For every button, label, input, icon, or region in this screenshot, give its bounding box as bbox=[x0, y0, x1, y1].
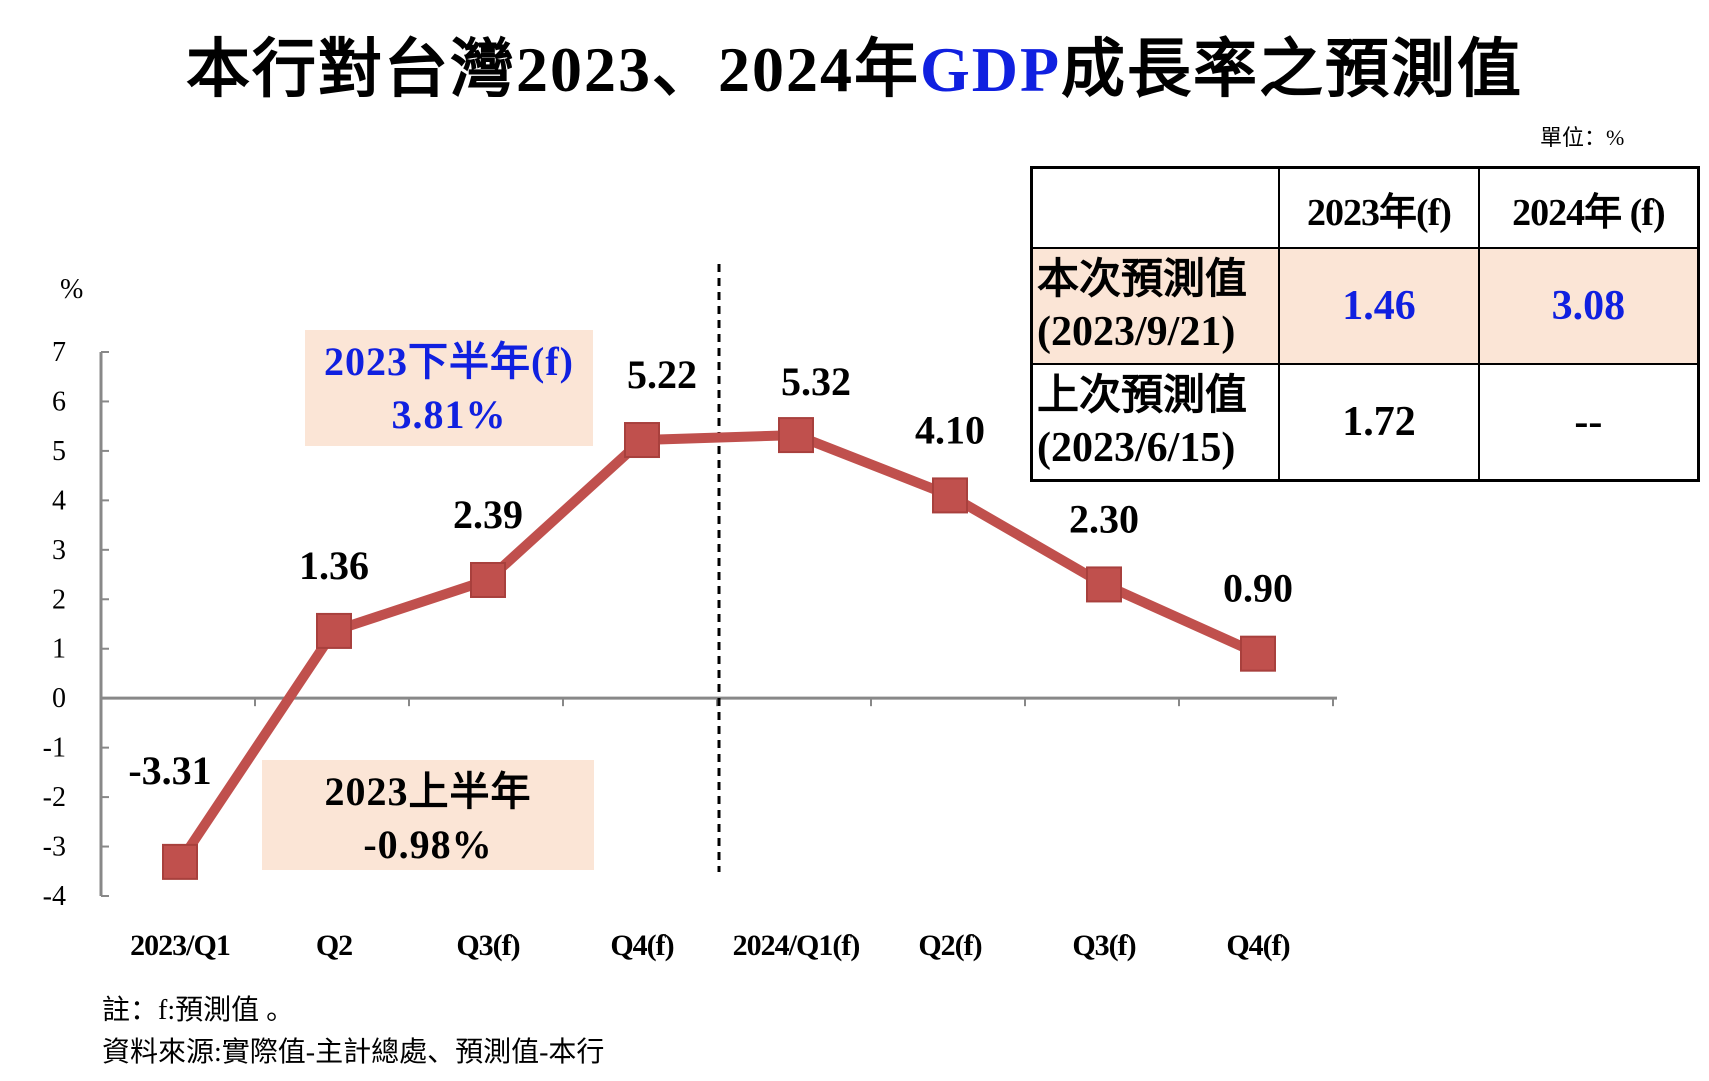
cell-current-2023: 1.46 bbox=[1278, 247, 1480, 365]
data-point bbox=[932, 477, 968, 514]
table-header-2024: 2024年 (f) bbox=[1477, 166, 1700, 249]
y-tick-label: 6 bbox=[52, 386, 66, 417]
unit-label: 單位：% bbox=[1540, 125, 1625, 150]
data-point bbox=[1086, 566, 1122, 603]
data-label: 1.36 bbox=[299, 543, 369, 588]
title-highlight: GDP bbox=[919, 34, 1062, 105]
y-tick-label: 0 bbox=[52, 683, 66, 714]
data-label: 0.90 bbox=[1223, 566, 1293, 611]
y-tick-label: -4 bbox=[43, 881, 66, 912]
data-label: 5.22 bbox=[627, 352, 697, 397]
x-tick-label: 2023/Q1 bbox=[130, 929, 230, 962]
data-point bbox=[778, 417, 814, 454]
y-tick-label: 5 bbox=[52, 436, 66, 467]
row-label-previous-title: 上次預測值 bbox=[1037, 373, 1248, 419]
annotation-box bbox=[305, 330, 593, 446]
series-line bbox=[175, 430, 1261, 865]
y-tick-label: 4 bbox=[52, 485, 66, 516]
annotation-value: 3.81% bbox=[392, 392, 507, 437]
table-header-corner bbox=[1030, 166, 1281, 249]
data-point bbox=[470, 561, 506, 598]
note-source: 資料來源:實際值-主計總處、預測值-本行 bbox=[102, 1037, 605, 1068]
data-label: 2.39 bbox=[453, 492, 523, 537]
data-point bbox=[162, 843, 198, 880]
data-label: 2.30 bbox=[1069, 496, 1139, 541]
x-tick-label: Q2 bbox=[316, 929, 352, 962]
y-tick-label: 1 bbox=[52, 634, 66, 665]
data-point bbox=[624, 422, 660, 459]
cell-current-2024: 3.08 bbox=[1477, 247, 1700, 365]
cell-previous-2023: 1.72 bbox=[1278, 363, 1480, 482]
row-label-current-date: (2023/9/21) bbox=[1037, 309, 1236, 355]
table-row-current: 本次預測值 (2023/9/21) 1.46 3.08 bbox=[1030, 247, 1700, 365]
data-point bbox=[316, 612, 352, 649]
note-forecast: 註：f:預測值 。 bbox=[102, 995, 295, 1026]
y-tick-label: -3 bbox=[43, 832, 66, 863]
row-label-previous: 上次預測值 (2023/6/15) bbox=[1030, 363, 1281, 482]
x-tick-label: Q3(f) bbox=[1072, 929, 1135, 962]
data-label: -3.31 bbox=[128, 748, 211, 793]
chart-title: 本行對台灣2023、2024年GDP成長率之預測值 bbox=[0, 18, 1709, 110]
annotation-box bbox=[262, 760, 594, 870]
x-tick-label: Q3(f) bbox=[456, 929, 519, 962]
annotation-title: 2023下半年(f) bbox=[324, 339, 574, 384]
row-label-previous-date: (2023/6/15) bbox=[1037, 425, 1236, 471]
x-tick-label: 2024/Q1(f) bbox=[733, 929, 860, 962]
y-tick-label: -2 bbox=[43, 782, 66, 813]
table-row-previous: 上次預測值 (2023/6/15) 1.72 -- bbox=[1030, 363, 1700, 482]
title-suffix: 成長率之預測值 bbox=[1061, 34, 1524, 105]
y-axis-label: % bbox=[60, 274, 83, 305]
cell-previous-2024: -- bbox=[1477, 363, 1700, 482]
annotation-title: 2023上半年 bbox=[325, 769, 532, 814]
y-tick-label: 3 bbox=[52, 535, 66, 566]
y-tick-label: -1 bbox=[43, 733, 66, 764]
y-tick-label: 2 bbox=[52, 584, 66, 615]
row-label-current: 本次預測值 (2023/9/21) bbox=[1030, 247, 1281, 365]
table-header-row: 2023年(f) 2024年 (f) bbox=[1030, 166, 1700, 249]
x-tick-label: Q4(f) bbox=[1226, 929, 1289, 962]
title-prefix: 本行對台灣2023、2024年 bbox=[185, 34, 920, 105]
x-tick-label: Q4(f) bbox=[610, 929, 673, 962]
y-tick-label: 7 bbox=[52, 337, 66, 368]
forecast-table: 2023年(f) 2024年 (f) 本次預測值 (2023/9/21) 1.46… bbox=[1030, 166, 1700, 482]
data-label: 4.10 bbox=[915, 407, 985, 452]
table-header-2023: 2023年(f) bbox=[1278, 166, 1480, 249]
annotation-value: -0.98% bbox=[363, 822, 492, 867]
x-tick-label: Q2(f) bbox=[918, 929, 981, 962]
data-point bbox=[1240, 635, 1276, 672]
row-label-current-title: 本次預測值 bbox=[1037, 257, 1248, 303]
data-label: 5.32 bbox=[781, 359, 851, 404]
